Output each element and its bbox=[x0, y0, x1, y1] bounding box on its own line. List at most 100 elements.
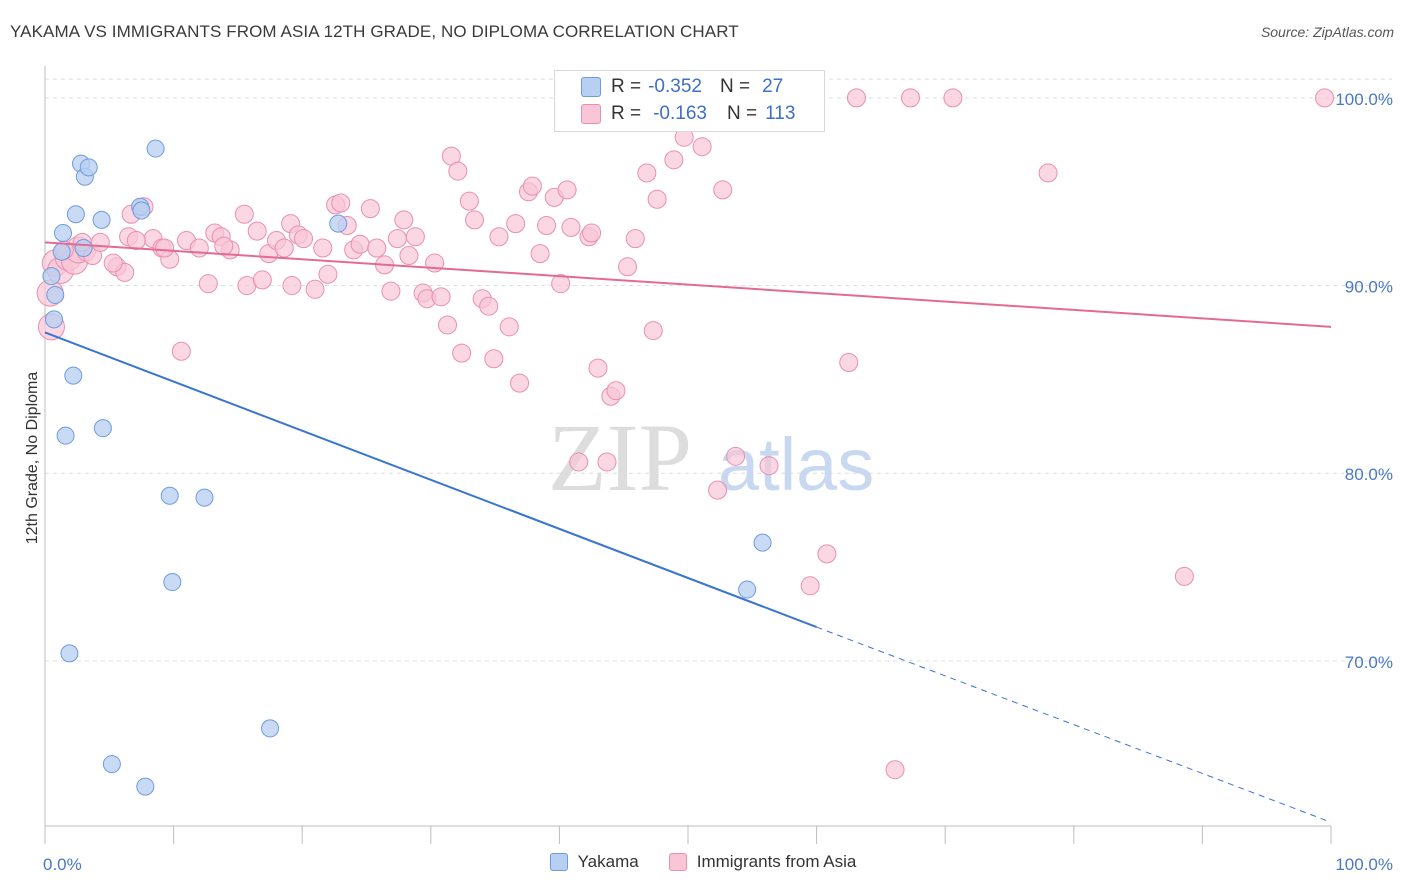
legend-n-label: N = bbox=[726, 103, 758, 124]
data-point-yakama bbox=[64, 366, 83, 385]
data-point-asia bbox=[438, 315, 458, 335]
data-point-asia bbox=[484, 349, 504, 369]
data-point-asia bbox=[1315, 88, 1335, 108]
data-point-yakama bbox=[102, 755, 121, 774]
trend-line-asia bbox=[44, 241, 1332, 328]
chart-title: YAKAMA VS IMMIGRANTS FROM ASIA 12TH GRAD… bbox=[10, 22, 739, 41]
data-point-yakama bbox=[136, 777, 155, 796]
legend-n-value: 113 bbox=[765, 103, 796, 124]
data-point-asia bbox=[726, 446, 746, 466]
legend-r-label: R = bbox=[611, 103, 642, 124]
data-point-asia bbox=[293, 229, 313, 249]
data-point-asia bbox=[625, 229, 645, 249]
data-point-asia bbox=[800, 576, 820, 596]
data-point-asia bbox=[588, 358, 608, 378]
y-tick-label: 70.0% bbox=[1345, 653, 1393, 672]
data-point-asia bbox=[637, 163, 657, 183]
correlation-legend: R = -0.352 N = 27 R = -0.163 N = 113 bbox=[554, 70, 825, 132]
legend-swatch-asia bbox=[581, 104, 601, 124]
data-point-asia bbox=[360, 199, 380, 219]
legend-row-asia: R = -0.163 N = 113 bbox=[555, 101, 795, 127]
data-point-yakama bbox=[60, 644, 79, 663]
watermark: ZIP atlas bbox=[548, 404, 874, 511]
data-point-asia bbox=[692, 137, 712, 157]
data-point-asia bbox=[1174, 566, 1194, 586]
data-point-yakama bbox=[261, 719, 280, 738]
data-point-yakama bbox=[42, 267, 61, 286]
data-point-yakama bbox=[160, 486, 179, 505]
data-point-asia bbox=[708, 480, 728, 500]
data-point-asia bbox=[479, 296, 499, 316]
data-point-asia bbox=[305, 279, 325, 299]
data-point-asia bbox=[313, 238, 333, 258]
trend-line-yakama-extension bbox=[816, 626, 1332, 823]
legend-label-yakama: Yakama bbox=[577, 852, 639, 871]
data-point-asia bbox=[900, 88, 920, 108]
data-point-asia bbox=[90, 232, 110, 252]
data-point-asia bbox=[126, 231, 146, 251]
data-point-asia bbox=[713, 180, 733, 200]
data-point-yakama bbox=[146, 139, 165, 158]
data-point-asia bbox=[387, 229, 407, 249]
x-tick-label: 100.0% bbox=[1335, 855, 1393, 874]
data-point-yakama bbox=[329, 214, 348, 233]
data-point-asia bbox=[530, 244, 550, 264]
data-point-asia bbox=[551, 274, 571, 294]
data-point-asia bbox=[234, 204, 254, 224]
data-point-yakama bbox=[738, 580, 757, 599]
data-point-yakama bbox=[54, 224, 73, 243]
data-point-asia bbox=[561, 217, 581, 237]
data-point-asia bbox=[943, 88, 963, 108]
legend-item-yakama: Yakama bbox=[549, 852, 639, 872]
data-point-asia bbox=[506, 214, 526, 234]
data-point-yakama bbox=[66, 205, 85, 224]
data-point-asia bbox=[431, 287, 451, 307]
data-point-asia bbox=[817, 544, 837, 564]
tick-labels: 70.0% 80.0% 90.0% 100.0% 0.0% 100.0% bbox=[43, 90, 1393, 874]
legend-label-asia: Immigrants from Asia bbox=[696, 852, 857, 871]
watermark-atlas: atlas bbox=[718, 423, 874, 506]
data-point-asia bbox=[318, 264, 338, 284]
data-point-yakama bbox=[52, 242, 71, 261]
legend-r-value: -0.163 bbox=[653, 103, 707, 124]
data-point-asia bbox=[569, 452, 589, 472]
data-point-asia bbox=[448, 161, 468, 181]
legend-r-value: -0.352 bbox=[648, 76, 702, 97]
legend-swatch-yakama bbox=[549, 853, 568, 871]
legend-n-value: 27 bbox=[762, 76, 784, 97]
trend-lines bbox=[44, 241, 1332, 823]
data-point-asia bbox=[582, 223, 602, 243]
data-point-asia bbox=[381, 281, 401, 301]
data-point-yakama bbox=[753, 533, 772, 552]
data-point-asia bbox=[331, 193, 351, 213]
data-point-asia bbox=[399, 246, 419, 266]
series-yakama bbox=[42, 139, 772, 796]
data-point-asia bbox=[537, 216, 557, 236]
data-point-asia bbox=[394, 210, 414, 230]
legend-n-label: N = bbox=[719, 76, 751, 97]
data-point-asia bbox=[465, 210, 485, 230]
data-point-asia bbox=[350, 234, 370, 254]
data-point-asia bbox=[189, 238, 209, 258]
legend-item-asia: Immigrants from Asia bbox=[668, 852, 857, 872]
data-point-yakama bbox=[46, 285, 65, 304]
data-point-asia bbox=[489, 227, 509, 247]
data-point-asia bbox=[839, 352, 859, 372]
data-point-asia bbox=[459, 191, 479, 211]
data-point-asia bbox=[647, 189, 667, 209]
data-point-asia bbox=[510, 373, 530, 393]
data-point-asia bbox=[618, 257, 638, 277]
data-point-asia bbox=[103, 253, 123, 273]
data-point-asia bbox=[499, 317, 519, 337]
y-tick-label: 80.0% bbox=[1345, 465, 1393, 484]
data-point-asia bbox=[1038, 163, 1058, 183]
y-tick-label: 90.0% bbox=[1345, 278, 1393, 297]
y-axis-label: 12th Grade, No Diploma bbox=[24, 372, 41, 545]
axes bbox=[44, 66, 1332, 844]
data-point-asia bbox=[885, 760, 905, 780]
trend-line-yakama bbox=[44, 331, 817, 629]
data-point-asia bbox=[522, 176, 542, 196]
x-tick-label: 0.0% bbox=[43, 855, 82, 874]
legend-row-yakama: R = -0.352 N = 27 bbox=[555, 74, 783, 100]
